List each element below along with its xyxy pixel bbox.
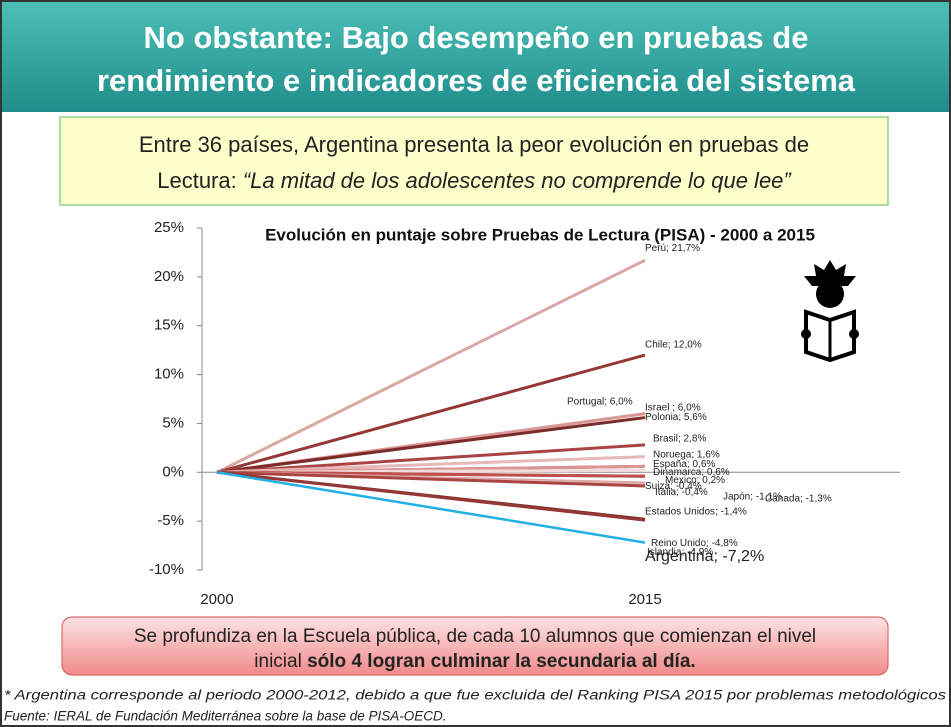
- data-line: [216, 470, 646, 522]
- data-line: [216, 416, 646, 474]
- data-label: Estados Unidos; -1,4%: [645, 507, 747, 518]
- chart-title: Evolución en puntaje sobre Pruebas de Le…: [265, 225, 815, 244]
- y-tick-label: -5%: [157, 512, 184, 529]
- y-tick-label: 25%: [154, 219, 184, 236]
- footnote: * Argentina corresponde al periodo 2000-…: [4, 688, 946, 703]
- header-title: No obstante: Bajo desempeño en pruebas d…: [144, 20, 809, 55]
- header-title: rendimiento e indicadores de eficiencia …: [97, 63, 856, 98]
- footnote: Fuente: IERAL de Fundación Mediterránea …: [4, 709, 447, 724]
- data-label: Noruega; 1,6%: [653, 449, 720, 460]
- data-label: Mexico; 0,2%: [665, 475, 725, 486]
- callout-text: Lectura: “La mitad de los adolescentes n…: [157, 168, 792, 193]
- data-line: [216, 471, 646, 544]
- callout-bold: sólo 4 logran culminar la secundaria al …: [307, 651, 696, 672]
- x-tick-label: 2000: [200, 591, 233, 608]
- y-tick-label: 15%: [154, 317, 184, 334]
- data-label: Italia; -0,4%: [655, 487, 708, 498]
- data-label: Argentina; -7,2%: [645, 548, 764, 565]
- data-line: [216, 455, 646, 474]
- data-label: Islandia; -4,9%: [647, 547, 713, 558]
- data-label: Suiza; -0,4%: [645, 481, 702, 492]
- data-line: [216, 353, 646, 474]
- x-tick-label: 2015: [628, 591, 661, 608]
- data-label: Perú; 21,7%: [645, 243, 700, 254]
- y-tick-label: 20%: [154, 268, 184, 285]
- data-label: Brasil; 2,8%: [653, 434, 706, 445]
- data-label: Canada; -1,3%: [765, 494, 832, 505]
- callout-text: inicial: [254, 651, 307, 672]
- data-label: Reino Unido; -4,8%: [651, 538, 738, 549]
- y-tick-label: 0%: [162, 463, 184, 480]
- data-label: España; 0,6%: [653, 459, 715, 470]
- header-band: [2, 2, 949, 112]
- callout-box: [61, 616, 889, 676]
- chart: Evolución en puntaje sobre Pruebas de Le…: [149, 219, 900, 608]
- callout-box: [59, 116, 889, 206]
- data-label: Dinamarca; 0,6%: [653, 467, 730, 478]
- reader-icon: [801, 260, 859, 363]
- data-label: Portugal; 6,0%: [567, 396, 633, 407]
- data-label: Japón; -1,1%: [723, 492, 782, 503]
- y-tick-label: 5%: [162, 414, 184, 431]
- callout-text: Entre 36 países, Argentina presenta la p…: [139, 132, 809, 157]
- y-tick-label: -10%: [149, 561, 184, 578]
- y-tick-label: 10%: [154, 366, 184, 383]
- callout-text: Se profundiza en la Escuela pública, de …: [134, 626, 816, 647]
- data-label: Israel ; 6,0%: [645, 402, 701, 413]
- data-label: Chile; 12,0%: [645, 340, 702, 351]
- data-label: Polonia; 5,6%: [645, 412, 707, 423]
- data-line: [216, 470, 646, 488]
- data-line: [216, 258, 646, 474]
- callout-text: inicial sólo 4 logran culminar la secund…: [254, 651, 695, 672]
- callout-text: Lectura:: [157, 168, 243, 193]
- data-line: [216, 443, 646, 474]
- callout-quote: “La mitad de los adolescentes no compren…: [243, 168, 793, 193]
